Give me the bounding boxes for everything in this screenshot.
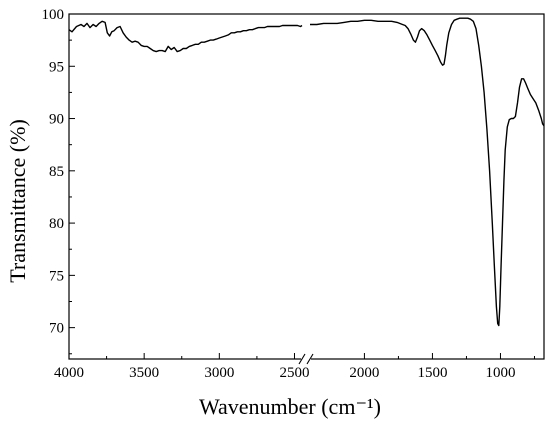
x-tick-label: 4000 (54, 365, 84, 381)
x-axis-title: Wavenumber (cm⁻¹) (199, 394, 381, 419)
y-tick-label: 70 (49, 321, 64, 337)
y-tick-label: 80 (49, 216, 64, 232)
y-tick-label: 85 (49, 164, 64, 180)
y-tick-label: 100 (42, 7, 65, 23)
x-tick-label: 2000 (349, 365, 379, 381)
axis-break-mark (298, 353, 306, 365)
axis-break-gap (301, 353, 311, 365)
series-line (310, 17, 545, 327)
series-line (68, 20, 303, 53)
x-tick-label: 1000 (485, 365, 515, 381)
y-axis-title: Transmittance (%) (5, 119, 30, 283)
y-tick-label: 75 (49, 268, 64, 284)
x-tick-label: 1500 (417, 365, 447, 381)
y-tick-label: 90 (49, 112, 64, 128)
x-tick-label: 3500 (129, 365, 159, 381)
y-tick-label: 95 (49, 59, 64, 75)
x-tick-label: 2500 (279, 365, 309, 381)
axis-break-mark (306, 353, 314, 365)
x-tick-label: 3000 (204, 365, 234, 381)
plot-frame (68, 13, 545, 360)
plot-area: 70 75 80 85 90 95 100 4000 3500 3000 2500 2000 1500 1… (42, 7, 545, 381)
